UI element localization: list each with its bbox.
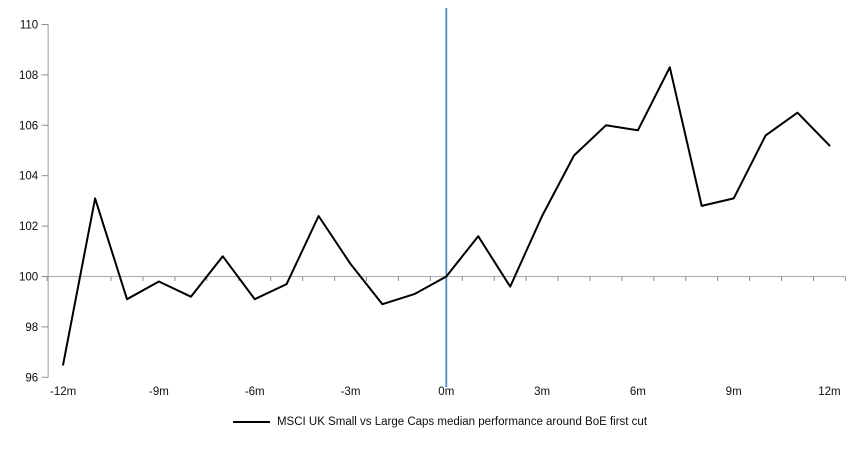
y-axis-tick-label: 100 (19, 272, 38, 284)
y-axis-tick-label: 96 (25, 372, 38, 384)
x-axis-tick-label: -9m (149, 386, 169, 398)
y-axis-tick-label: 108 (19, 70, 38, 82)
x-axis-tick-label: 0m (438, 386, 454, 398)
y-axis-tick-label: 106 (19, 120, 38, 132)
legend-line-swatch (232, 421, 270, 423)
x-axis-tick-label: -6m (245, 386, 265, 398)
x-axis-tick-label: -12m (50, 386, 76, 398)
x-axis-tick-label: 6m (630, 386, 646, 398)
x-axis-tick-label: 12m (818, 386, 840, 398)
legend-label: MSCI UK Small vs Large Caps median perfo… (276, 416, 648, 428)
y-axis-tick-label: 110 (20, 20, 38, 32)
x-axis-tick-label: -3m (341, 386, 361, 398)
y-axis-tick-label: 104 (19, 171, 39, 183)
y-axis-tick-label: 102 (19, 221, 38, 233)
x-axis-tick-label: 9m (726, 386, 742, 398)
legend: MSCI UK Small vs Large Caps median perfo… (0, 416, 852, 428)
y-axis-tick-label: 98 (25, 322, 38, 334)
x-axis-tick-label: 3m (534, 386, 550, 398)
series-line (62, 66, 831, 366)
line-chart-plot: 96 98 100 102 104 106 108 110 -12m -9m -6m -3m 0m 3m 6… (19, 8, 846, 398)
